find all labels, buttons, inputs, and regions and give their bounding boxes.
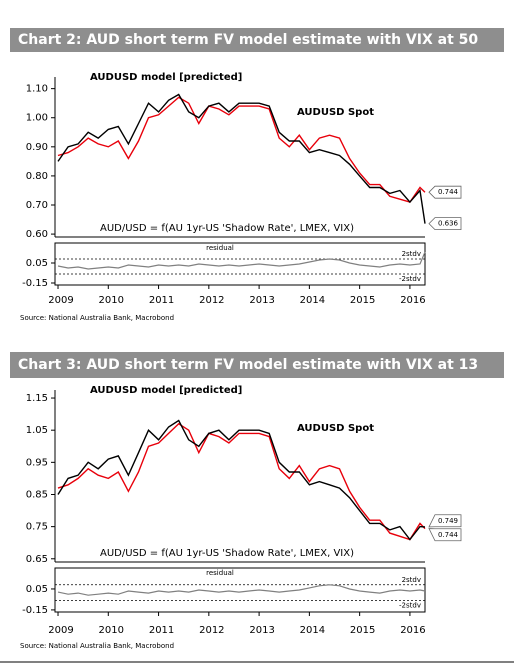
- source: Source: National Australia Bank, Macrobo…: [20, 314, 174, 322]
- stdv-label: -2stdv: [399, 601, 421, 609]
- x-tick-label: 2012: [199, 625, 224, 636]
- x-tick-label: 2013: [249, 625, 274, 636]
- callout-box: [428, 217, 462, 231]
- residual-line: [57, 251, 426, 270]
- series-line: [57, 419, 426, 541]
- series-line: [57, 422, 426, 541]
- residual-tick-label: 0.05: [26, 584, 48, 595]
- residual-tick-label: -0.15: [22, 278, 48, 289]
- chart-header: [10, 352, 504, 378]
- stdv-label: 2stdv: [402, 576, 421, 584]
- x-tick-label: 2014: [300, 295, 325, 306]
- residual-label: residual: [206, 569, 234, 577]
- residual-frame: [54, 567, 426, 613]
- callout-label: 0.744: [438, 531, 459, 539]
- x-tick-label: 2015: [350, 295, 375, 306]
- y-tick-label: 0.65: [26, 554, 48, 565]
- callout-box: [428, 528, 462, 542]
- legend-model: AUDUSD model [predicted]: [90, 385, 242, 396]
- x-tick-label: 2015: [350, 625, 375, 636]
- series-line: [57, 93, 426, 224]
- annotation: AUD/USD = f(AU 1yr-US 'Shadow Rate', LME…: [100, 548, 354, 559]
- y-tick-label: 1.00: [26, 113, 48, 124]
- source: Source: National Australia Bank, Macrobo…: [20, 642, 174, 650]
- chart-title: Chart 2: AUD short term FV model estimat…: [18, 32, 478, 48]
- stdv-label: -2stdv: [399, 275, 421, 283]
- callout-label: 0.749: [438, 517, 458, 525]
- y-tick-label: 0.60: [26, 229, 48, 240]
- x-tick-label: 2010: [99, 295, 124, 306]
- x-tick-label: 2009: [48, 295, 73, 306]
- y-tick-label: 0.80: [26, 171, 48, 182]
- legend-model: AUDUSD model [predicted]: [90, 72, 242, 83]
- y-tick-label: 1.05: [26, 425, 48, 436]
- callout-label: 0.636: [438, 220, 459, 228]
- x-tick-label: 2012: [199, 295, 224, 306]
- legend-spot: AUDUSD Spot: [297, 423, 374, 434]
- callout-box: [428, 185, 462, 199]
- residual-line: [57, 584, 426, 596]
- x-tick-label: 2013: [249, 295, 274, 306]
- chart-header: [10, 28, 504, 52]
- stdv-label: 2stdv: [402, 250, 421, 258]
- annotation: AUD/USD = f(AU 1yr-US 'Shadow Rate', LME…: [100, 223, 354, 234]
- legend-spot: AUDUSD Spot: [297, 107, 374, 118]
- y-tick-label: 0.70: [26, 200, 48, 211]
- callout-label: 0.744: [438, 188, 459, 196]
- x-tick-label: 2011: [149, 295, 174, 306]
- y-tick-label: 1.15: [26, 393, 48, 404]
- residual-tick-label: -0.15: [22, 605, 48, 616]
- x-tick-label: 2009: [48, 625, 73, 636]
- x-tick-label: 2016: [400, 625, 425, 636]
- chart-title: Chart 3: AUD short term FV model estimat…: [18, 357, 478, 373]
- series-line: [57, 96, 426, 203]
- x-tick-label: 2016: [400, 295, 425, 306]
- y-tick-label: 0.75: [26, 522, 48, 533]
- y-tick-label: 0.85: [26, 489, 48, 500]
- y-tick-label: 0.95: [26, 457, 48, 468]
- residual-tick-label: 0.05: [26, 258, 48, 269]
- y-tick-label: 1.10: [26, 84, 48, 95]
- residual-frame: [54, 242, 426, 286]
- y-tick-label: 0.90: [26, 142, 48, 153]
- x-tick-label: 2011: [149, 625, 174, 636]
- x-tick-label: 2010: [99, 625, 124, 636]
- x-tick-label: 2014: [300, 625, 325, 636]
- callout-box: [428, 514, 462, 528]
- residual-label: residual: [206, 244, 234, 252]
